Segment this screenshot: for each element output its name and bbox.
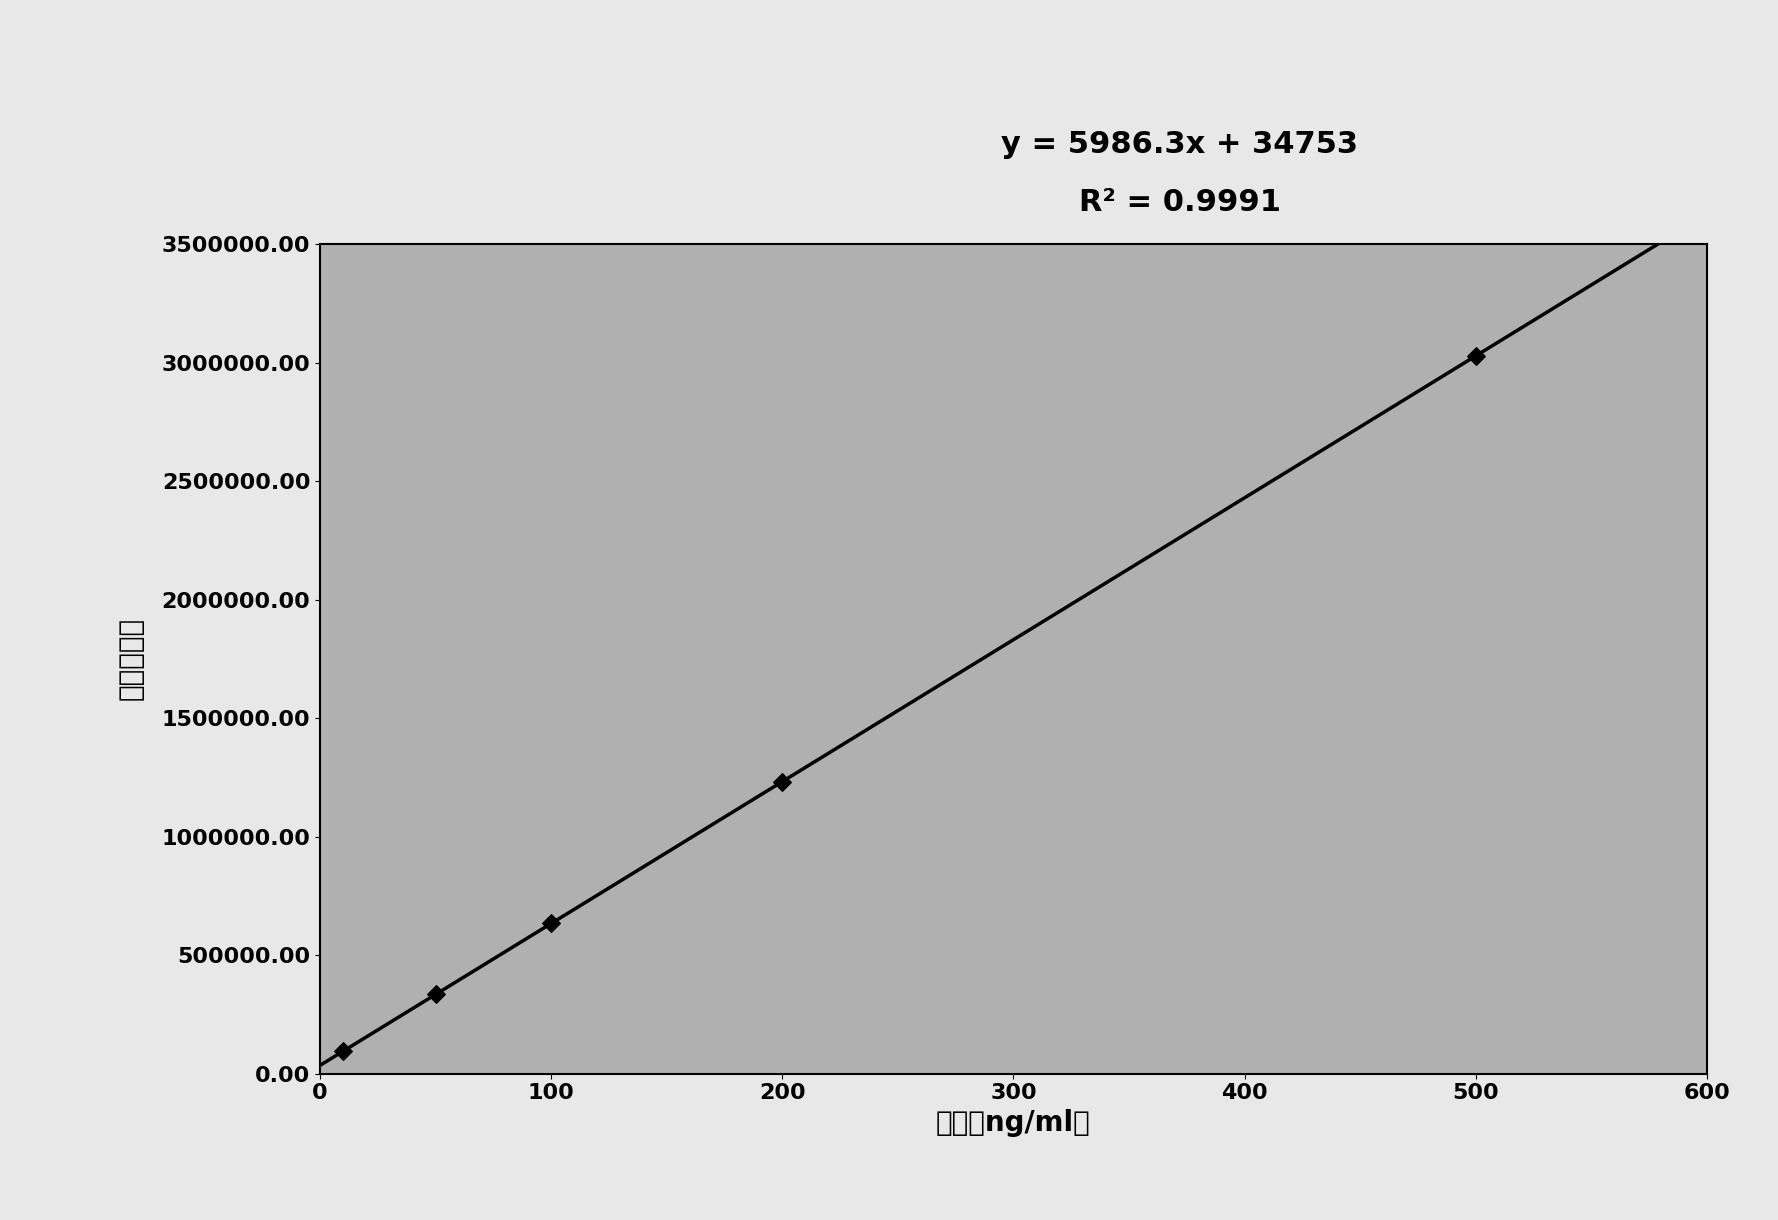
Point	[421, 985, 450, 1004]
Point	[1462, 346, 1490, 366]
Text: R² = 0.9991: R² = 0.9991	[1079, 188, 1280, 217]
X-axis label: 浓度（ng/ml）: 浓度（ng/ml）	[935, 1109, 1092, 1137]
Text: y = 5986.3x + 34753: y = 5986.3x + 34753	[1001, 131, 1358, 159]
Point	[329, 1042, 357, 1061]
Y-axis label: 色谱峰面积: 色谱峰面积	[117, 617, 144, 700]
Point	[768, 772, 797, 792]
Point	[537, 914, 565, 933]
